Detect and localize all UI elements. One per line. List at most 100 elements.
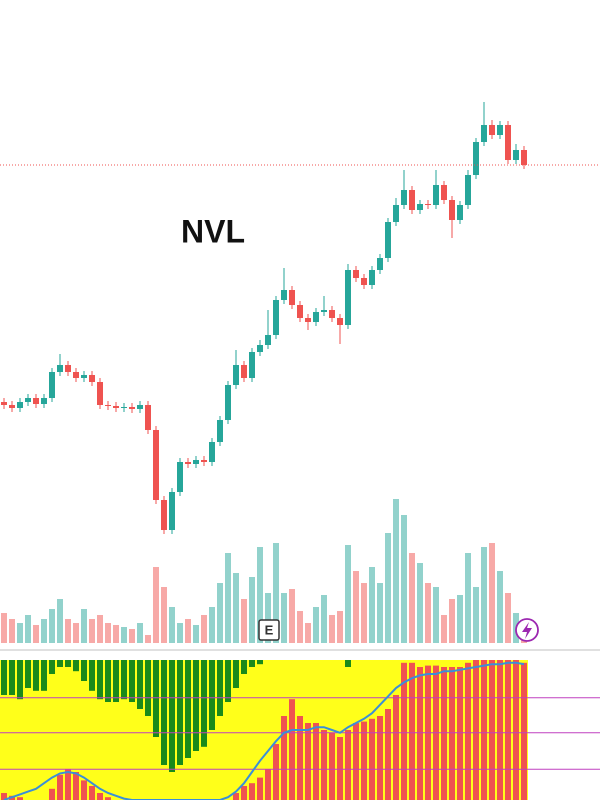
volume-bar: [241, 599, 247, 643]
indicator-panel: [0, 660, 600, 800]
indicator-upper-bar: [177, 660, 183, 765]
indicator-lower-bar: [361, 721, 367, 800]
indicator-upper-bar: [169, 660, 175, 772]
candle-body: [217, 420, 223, 442]
volume-bar: [81, 609, 87, 643]
indicator-upper-bar: [153, 660, 159, 737]
volume-bar: [201, 615, 207, 643]
indicator-upper-bar: [1, 660, 7, 695]
candle-body: [345, 270, 351, 325]
indicator-fill: [0, 660, 528, 800]
indicator-lower-bar: [81, 780, 87, 800]
indicator-upper-bar: [129, 660, 135, 702]
candle-body: [9, 405, 15, 408]
indicator-upper-bar: [145, 660, 151, 716]
indicator-lower-bar: [473, 660, 479, 800]
event-marker[interactable]: E: [265, 622, 274, 637]
indicator-lower-bar: [417, 667, 423, 800]
volume-bar: [321, 595, 327, 643]
candle-body: [161, 500, 167, 530]
candle-body: [329, 310, 335, 318]
indicator-lower-bar: [449, 667, 455, 800]
indicator-upper-bar: [41, 660, 47, 691]
candle-body: [81, 375, 87, 378]
candle-body: [521, 150, 527, 165]
indicator-lower-bar: [105, 797, 111, 800]
volume-bar: [41, 619, 47, 643]
candle-body: [241, 365, 247, 378]
volume-bar: [441, 615, 447, 643]
candle-body: [289, 290, 295, 305]
volume-bar: [25, 615, 31, 643]
indicator-lower-bar: [521, 662, 527, 800]
candle-body: [169, 492, 175, 530]
event-marker-box[interactable]: [258, 619, 280, 641]
candle-body: [449, 200, 455, 220]
indicator-upper-bar: [81, 660, 87, 681]
candle-body: [337, 318, 343, 325]
candle-body: [209, 442, 215, 462]
volume-bar: [329, 615, 335, 643]
indicator-lower-bar: [305, 723, 311, 800]
candle-body: [73, 372, 79, 378]
indicator-upper-bar: [241, 660, 247, 674]
indicator-lower-bar: [257, 777, 263, 800]
indicator-upper-bar: [49, 660, 55, 674]
volume-panel: [1, 499, 527, 643]
candle-body: [425, 204, 431, 205]
candle-body: [145, 405, 151, 430]
volume-bar: [409, 553, 415, 643]
volume-bar: [113, 625, 119, 643]
volume-bar: [169, 607, 175, 643]
candle-body: [201, 460, 207, 462]
candle-body: [281, 290, 287, 300]
candle-body: [193, 460, 199, 464]
candle-body: [225, 385, 231, 420]
candle-body: [457, 205, 463, 220]
chart-title: NVL: [181, 213, 245, 249]
volume-bar: [249, 577, 255, 643]
price-panel: [0, 102, 600, 534]
indicator-upper-bar: [57, 660, 63, 667]
candle-body: [177, 462, 183, 492]
indicator-lower-bar: [377, 716, 383, 800]
volume-bar: [225, 553, 231, 643]
indicator-upper-bar: [137, 660, 143, 709]
volume-bar: [265, 593, 271, 643]
indicator-lower-bar: [241, 786, 247, 800]
volume-bar: [273, 543, 279, 643]
volume-bar: [473, 587, 479, 643]
indicator-lower-bar: [465, 662, 471, 800]
candle-body: [249, 352, 255, 378]
volume-bar: [377, 583, 383, 643]
indicator-lower-bar: [513, 660, 519, 800]
volume-bar: [449, 599, 455, 643]
candle-body: [305, 318, 311, 322]
candle-body: [481, 125, 487, 142]
indicator-upper-bar: [121, 660, 127, 700]
indicator-lower-bar: [289, 699, 295, 800]
volume-bar: [129, 629, 135, 643]
candle-body: [385, 222, 391, 258]
volume-bar: [49, 609, 55, 643]
indicator-upper-bar: [17, 660, 23, 700]
volume-bar: [345, 545, 351, 643]
volume-bar: [105, 623, 111, 643]
indicator-lower-bar: [369, 718, 375, 800]
indicator-lower-bar: [481, 660, 487, 800]
volume-bar: [417, 563, 423, 643]
indicator-upper-bar: [249, 660, 255, 667]
indicator-lower-bar: [73, 772, 79, 800]
volume-bar: [89, 619, 95, 643]
candle-body: [129, 407, 135, 409]
volume-bar: [209, 607, 215, 643]
volume-bar: [17, 623, 23, 643]
indicator-lower-bar: [65, 769, 71, 800]
candle-body: [41, 398, 47, 404]
indicator-lower-bar: [393, 695, 399, 800]
volume-bar: [153, 567, 159, 643]
candle-body: [113, 406, 119, 408]
volume-bar: [481, 547, 487, 643]
